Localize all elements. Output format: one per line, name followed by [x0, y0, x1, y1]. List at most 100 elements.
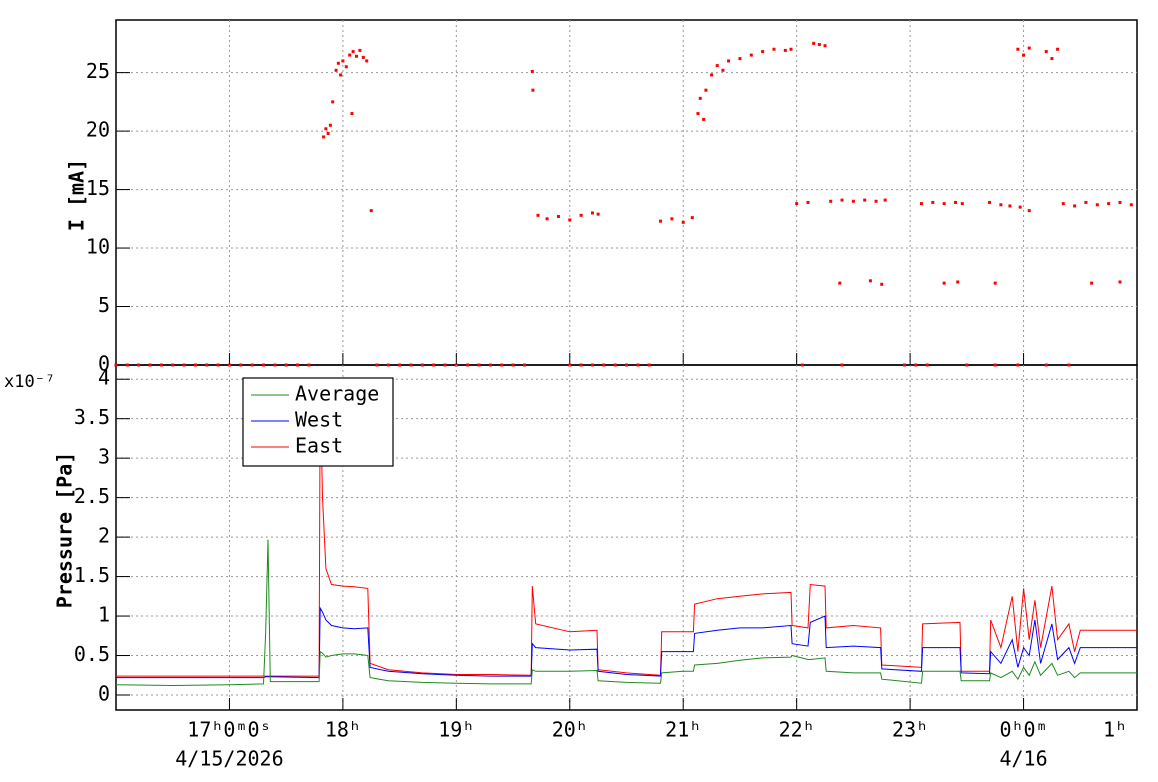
point [919, 202, 923, 206]
point [590, 211, 594, 215]
point [1027, 209, 1031, 213]
point [800, 363, 804, 367]
point [993, 281, 997, 285]
point [205, 363, 209, 367]
point [1084, 200, 1088, 204]
point [500, 363, 504, 367]
point [355, 54, 359, 58]
point [331, 100, 335, 104]
point [965, 363, 969, 367]
point [840, 363, 844, 367]
point [1095, 203, 1099, 207]
point [511, 363, 515, 367]
point [159, 363, 163, 367]
y-tick-label: 10 [86, 235, 110, 259]
y-tick-label: 0.5 [74, 642, 110, 666]
point [432, 363, 436, 367]
x-tick-label: 22ʰ [779, 718, 815, 742]
point [273, 363, 277, 367]
point [1016, 363, 1020, 367]
point [874, 199, 878, 203]
x-tick-label: 0ʰ0ᵐ [999, 718, 1047, 742]
point [988, 200, 992, 204]
point [704, 88, 708, 92]
point [348, 53, 352, 57]
legend-box [242, 377, 394, 467]
x-tick-label: 1ʰ [1103, 718, 1127, 742]
y-axis-label: I [mA] [65, 159, 89, 231]
point [171, 363, 175, 367]
point [336, 61, 340, 65]
point [488, 363, 492, 367]
point [698, 96, 702, 100]
point [817, 43, 821, 47]
point [749, 53, 753, 57]
point [344, 65, 348, 69]
point [956, 280, 960, 284]
point [322, 135, 326, 139]
point [1027, 46, 1031, 50]
point [579, 213, 583, 217]
point [883, 198, 887, 202]
point [1118, 200, 1122, 204]
point [328, 123, 332, 127]
y-tick-label: 3.5 [74, 405, 110, 429]
y-tick-label: 3 [98, 445, 110, 469]
point [1107, 202, 1111, 206]
point [358, 48, 362, 52]
point [193, 363, 197, 367]
point [443, 363, 447, 367]
y-tick-label: 1.5 [74, 563, 110, 587]
point [530, 69, 534, 73]
point [409, 363, 413, 367]
point [993, 363, 997, 367]
point [863, 198, 867, 202]
point [783, 48, 787, 52]
point [369, 209, 373, 213]
point [350, 112, 354, 116]
point [365, 59, 369, 63]
point [806, 200, 810, 204]
point [1008, 204, 1012, 208]
point [284, 363, 288, 367]
point [681, 220, 685, 224]
point [795, 202, 799, 206]
point [216, 363, 220, 367]
date-label: 4/15/2026 [175, 747, 283, 771]
point [596, 212, 600, 216]
series-line [116, 387, 1137, 677]
point [942, 281, 946, 285]
point [1044, 363, 1048, 367]
y-tick-label: 0 [98, 352, 110, 376]
legend-label: West [295, 408, 343, 432]
x-tick-label: 20ʰ [552, 718, 588, 742]
point [721, 68, 725, 72]
y-tick-label: 2.5 [74, 484, 110, 508]
series-line [116, 606, 1137, 679]
point [715, 64, 719, 68]
point [239, 363, 243, 367]
top-frame [115, 19, 1138, 366]
point [261, 363, 265, 367]
point [296, 363, 300, 367]
point [250, 363, 254, 367]
point [148, 363, 152, 367]
point [361, 55, 365, 59]
point [1050, 57, 1054, 61]
x-tick-label: 21ʰ [665, 718, 701, 742]
point [727, 59, 731, 63]
point [375, 363, 379, 367]
point [1061, 202, 1065, 206]
legend-label: East [295, 434, 343, 458]
point [477, 363, 481, 367]
point [1090, 281, 1094, 285]
y-tick-label: 0 [98, 682, 110, 706]
point [334, 68, 338, 72]
point [702, 117, 706, 121]
point [1016, 47, 1020, 51]
point [953, 200, 957, 204]
x-tick-label: 23ʰ [892, 718, 928, 742]
point [341, 59, 345, 63]
point [1129, 203, 1133, 207]
date-label: 4/16 [999, 747, 1047, 771]
